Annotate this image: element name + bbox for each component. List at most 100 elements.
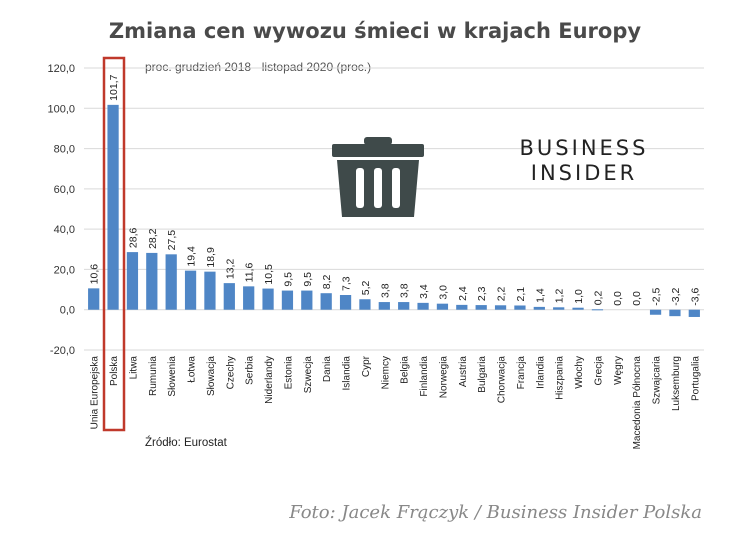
category-label: Unia Europejska xyxy=(90,356,101,430)
bar xyxy=(107,104,119,310)
y-tick-label: 80,0 xyxy=(54,144,75,156)
chart-subtitle: proc. grudzień 2018 - listopad 2020 (pro… xyxy=(145,60,371,74)
y-tick-label: 120,0 xyxy=(47,63,75,75)
data-label: 13,2 xyxy=(224,259,236,280)
y-tick-label: 0,0 xyxy=(60,305,75,317)
data-label: 3,0 xyxy=(437,285,449,300)
data-label: 2,1 xyxy=(515,287,527,302)
data-label: -3,6 xyxy=(689,287,701,305)
category-label: Grecja xyxy=(593,356,604,386)
y-tick-label: -20,0 xyxy=(50,345,75,357)
category-label: Bulgaria xyxy=(477,356,488,393)
data-label: 2,2 xyxy=(496,287,508,302)
y-axis: 120,0 100,0 80,0 60,0 40,0 20,0 0,0 -20,0 xyxy=(47,63,75,357)
bar xyxy=(146,252,158,310)
data-label: 1,0 xyxy=(573,289,585,304)
category-label: Litwa xyxy=(128,356,139,380)
bar xyxy=(281,290,294,310)
category-label: Francja xyxy=(516,356,527,390)
bar xyxy=(301,290,313,310)
category-label: Cypr xyxy=(361,355,372,377)
y-tick-label: 20,0 xyxy=(54,264,75,276)
data-label: 0,2 xyxy=(592,291,604,306)
logo-line-2: INSIDER xyxy=(531,161,637,185)
bar xyxy=(378,302,390,310)
category-label: Hiszpania xyxy=(555,356,566,400)
category-label: Węgry xyxy=(613,356,624,385)
data-label: 1,4 xyxy=(534,288,546,303)
category-label: Łotwa xyxy=(187,356,198,383)
data-label: 8,2 xyxy=(321,274,333,289)
data-label: 101,7 xyxy=(108,74,120,100)
data-label: -3,2 xyxy=(670,287,682,305)
y-tick-label: 60,0 xyxy=(54,184,75,196)
business-insider-logo: BUSINESS INSIDER xyxy=(520,136,649,185)
category-label: Serbia xyxy=(245,356,256,385)
bar xyxy=(417,302,429,310)
bar xyxy=(494,305,507,310)
bar xyxy=(649,309,662,315)
data-label: 10,6 xyxy=(89,264,101,285)
category-label: Portugalia xyxy=(690,356,701,401)
category-label: Polska xyxy=(109,356,120,386)
bar xyxy=(533,306,545,310)
trash-bin-icon xyxy=(332,137,424,217)
category-label: Irlandia xyxy=(535,356,546,389)
category-label: Belgia xyxy=(400,356,411,384)
category-label: Dania xyxy=(322,356,333,383)
data-label: 2,4 xyxy=(457,286,469,301)
data-label: 10,5 xyxy=(263,264,275,285)
data-label: 5,2 xyxy=(360,280,372,295)
bar xyxy=(262,288,274,310)
data-label: 9,5 xyxy=(302,272,314,287)
data-label: 3,8 xyxy=(379,283,391,298)
bar xyxy=(223,283,235,310)
logo-line-1: BUSINESS xyxy=(520,136,649,160)
data-label: 3,8 xyxy=(399,283,411,298)
data-label: 28,2 xyxy=(147,228,159,249)
bar xyxy=(436,303,449,310)
category-label: Słowenia xyxy=(167,356,178,397)
category-label: Luksemburg xyxy=(671,356,682,411)
bar xyxy=(184,270,197,310)
category-label: Słowacja xyxy=(206,356,217,396)
bar xyxy=(359,299,371,310)
y-tick-label: 40,0 xyxy=(54,224,75,236)
chart-title: Zmiana cen wywozu śmieci w krajach Europ… xyxy=(109,19,641,43)
data-label: 3,4 xyxy=(418,284,430,299)
bar xyxy=(339,295,352,310)
category-label: Szwajcaria xyxy=(652,356,663,405)
bar xyxy=(669,309,681,317)
bar xyxy=(320,293,332,310)
category-label: Chorwacja xyxy=(497,356,508,404)
bar xyxy=(591,309,604,311)
data-label: 27,5 xyxy=(166,230,178,251)
data-label: 0,0 xyxy=(612,291,624,306)
bar xyxy=(456,304,468,310)
category-label: Czechy xyxy=(225,356,236,389)
category-label: Rumunia xyxy=(148,356,159,396)
data-label: 28,6 xyxy=(127,228,139,249)
category-label: Włochy xyxy=(574,356,585,389)
category-label: Estonia xyxy=(283,356,294,390)
data-label: 7,3 xyxy=(341,276,353,291)
bar xyxy=(204,271,216,310)
data-label: 18,9 xyxy=(205,247,217,268)
bar xyxy=(165,254,177,310)
data-labels: 10,6 101,7 28,6 28,2 27,5 19,4 18,9 13,2 11,6 10,… xyxy=(89,74,702,305)
data-label: 0,0 xyxy=(631,291,643,306)
bar xyxy=(398,302,410,310)
bar xyxy=(475,305,487,310)
data-label: 19,4 xyxy=(186,246,198,267)
bar xyxy=(514,305,526,310)
photo-credit: Foto: Jacek Frączyk / Business Insider P… xyxy=(288,502,702,523)
data-label: -2,5 xyxy=(651,287,663,305)
category-label: Szwecja xyxy=(303,356,314,394)
highlight-box xyxy=(102,56,126,432)
x-axis: Unia Europejska Polska Litwa Rumunia Słoweni… xyxy=(90,355,702,449)
bar xyxy=(553,307,565,310)
data-label: 11,6 xyxy=(244,263,256,283)
bars xyxy=(88,104,700,317)
category-label: Norwegia xyxy=(438,356,449,399)
